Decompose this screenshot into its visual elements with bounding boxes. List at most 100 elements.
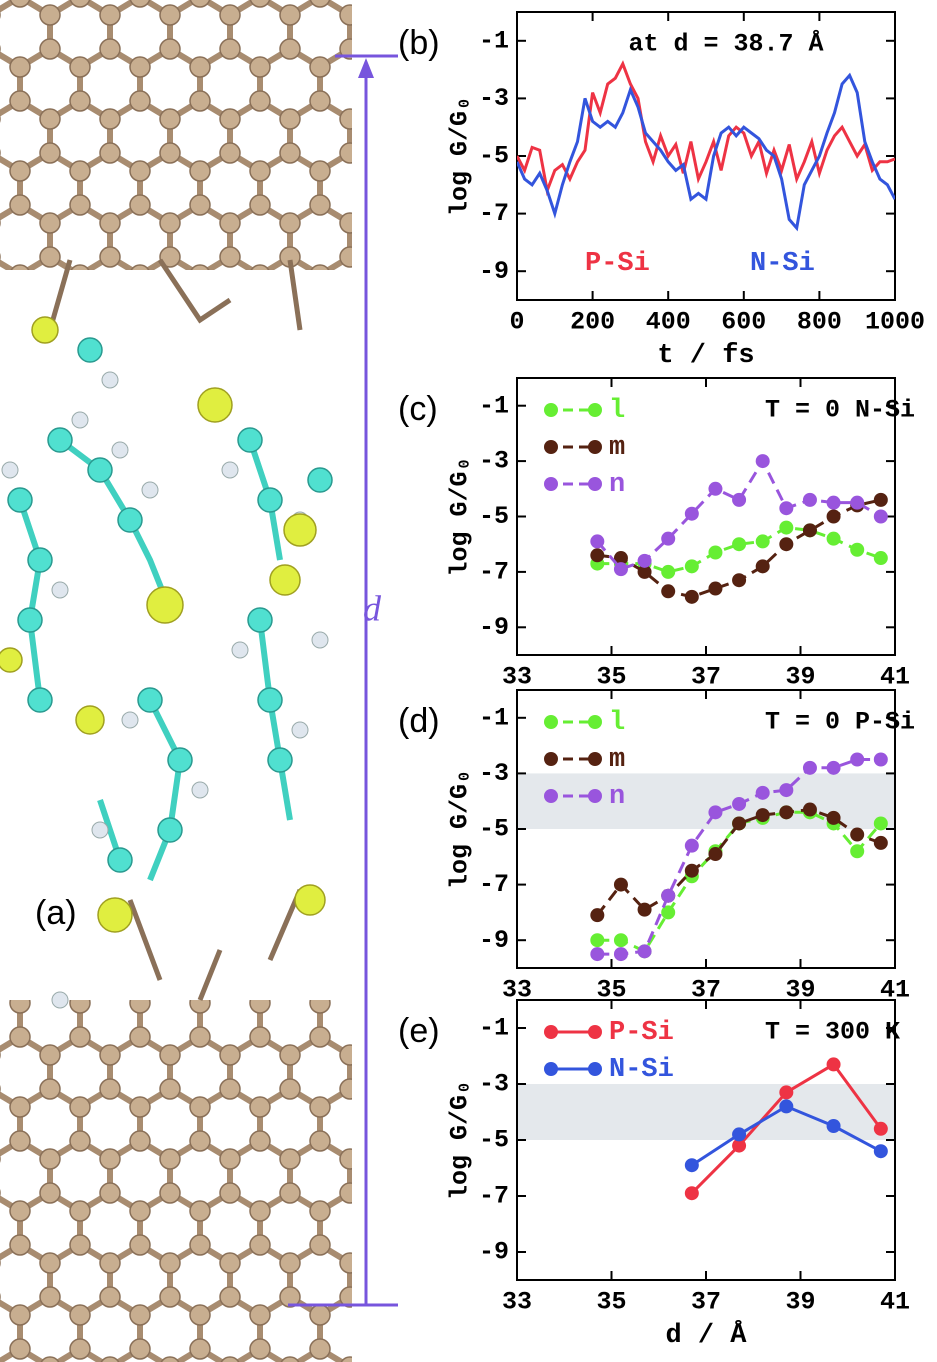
marker [779, 1085, 794, 1100]
y-tick-label: -5 [479, 1126, 509, 1155]
marker [826, 531, 841, 546]
panel-label: (c) [398, 390, 438, 428]
marker [802, 760, 817, 775]
marker [850, 752, 865, 767]
x-tick-label: 1000 [865, 308, 925, 337]
marker [873, 752, 888, 767]
marker [873, 551, 888, 566]
annotation: T = 0 P-Si [765, 708, 915, 737]
annotation: T = 0 N-Si [765, 396, 915, 425]
x-tick-label: 39 [785, 663, 815, 692]
y-tick-label: -9 [479, 257, 509, 286]
marker [779, 805, 794, 820]
marker [684, 506, 699, 521]
marker [708, 847, 723, 862]
legend-marker [588, 440, 602, 454]
marker [684, 838, 699, 853]
marker [590, 933, 605, 948]
x-tick-label: 41 [880, 1288, 910, 1317]
marker [802, 802, 817, 817]
y-tick-label: -3 [479, 1070, 509, 1099]
y-tick-label: -9 [479, 926, 509, 955]
x-tick-label: 35 [596, 663, 626, 692]
marker [590, 908, 605, 923]
marker [684, 1186, 699, 1201]
y-tick-label: -9 [479, 1238, 509, 1267]
marker [708, 805, 723, 820]
legend-marker [544, 403, 558, 417]
legend-marker [588, 715, 602, 729]
y-tick-label: -7 [479, 1182, 509, 1211]
marker [802, 523, 817, 538]
marker [826, 509, 841, 524]
legend-label: N-Si [609, 1055, 674, 1085]
marker [873, 492, 888, 507]
y-tick-label: -3 [479, 447, 509, 476]
legend-label: l [609, 396, 625, 426]
legend-marker [588, 789, 602, 803]
legend-marker [588, 1025, 602, 1039]
x-tick-label: 600 [721, 308, 766, 337]
marker [661, 905, 676, 920]
y-axis-label: log G/G₀ [446, 456, 475, 576]
y-tick-label: -1 [479, 1014, 509, 1043]
legend-label: N-Si [750, 249, 815, 279]
marker [590, 548, 605, 563]
plot-area [684, 1057, 888, 1201]
y-tick-label: -5 [479, 502, 509, 531]
plot-area [590, 454, 888, 604]
marker [826, 760, 841, 775]
marker [590, 534, 605, 549]
marker [708, 545, 723, 560]
marker [661, 888, 676, 903]
panel-label: (e) [398, 1012, 440, 1050]
marker [826, 1119, 841, 1133]
x-tick-label: 0 [509, 308, 524, 337]
x-tick-label: 800 [797, 308, 842, 337]
legend-marker [588, 403, 602, 417]
marker [850, 495, 865, 510]
legend-marker [588, 752, 602, 766]
marker [755, 808, 770, 823]
marker [732, 492, 747, 507]
marker [732, 796, 747, 811]
marker [755, 785, 770, 800]
marker [826, 495, 841, 510]
x-tick-label: 39 [785, 1288, 815, 1317]
marker [613, 933, 628, 948]
x-axis-label: t / fs [657, 341, 754, 371]
marker [779, 520, 794, 535]
x-tick-label: 200 [570, 308, 615, 337]
legend-marker [544, 440, 558, 454]
series-line [517, 60, 895, 197]
marker [755, 559, 770, 574]
distance-arrow [288, 54, 398, 1307]
x-tick-label: 33 [502, 663, 532, 692]
marker [873, 1121, 888, 1136]
y-tick-label: -7 [479, 199, 509, 228]
marker [661, 584, 676, 599]
legend-marker [588, 477, 602, 491]
legend-marker [544, 715, 558, 729]
y-axis-label: log G/G₀ [446, 1080, 475, 1200]
marker [590, 947, 605, 962]
annotation: T = 300 K [765, 1018, 900, 1047]
y-axis-label: log G/G₀ [446, 769, 475, 889]
marker [613, 947, 628, 962]
marker [637, 553, 652, 568]
legend-label: n [609, 470, 625, 500]
marker [684, 1158, 699, 1173]
marker [637, 902, 652, 917]
marker [708, 481, 723, 496]
marker [637, 564, 652, 579]
y-axis-label: log G/G₀ [446, 96, 475, 216]
marker [779, 1099, 794, 1114]
marker [732, 573, 747, 588]
marker [661, 564, 676, 579]
y-tick-label: -5 [479, 815, 509, 844]
y-tick-label: -5 [479, 142, 509, 171]
legend-label: P-Si [609, 1018, 674, 1048]
marker [873, 1144, 888, 1159]
marker [755, 534, 770, 549]
y-tick-label: -3 [479, 84, 509, 113]
